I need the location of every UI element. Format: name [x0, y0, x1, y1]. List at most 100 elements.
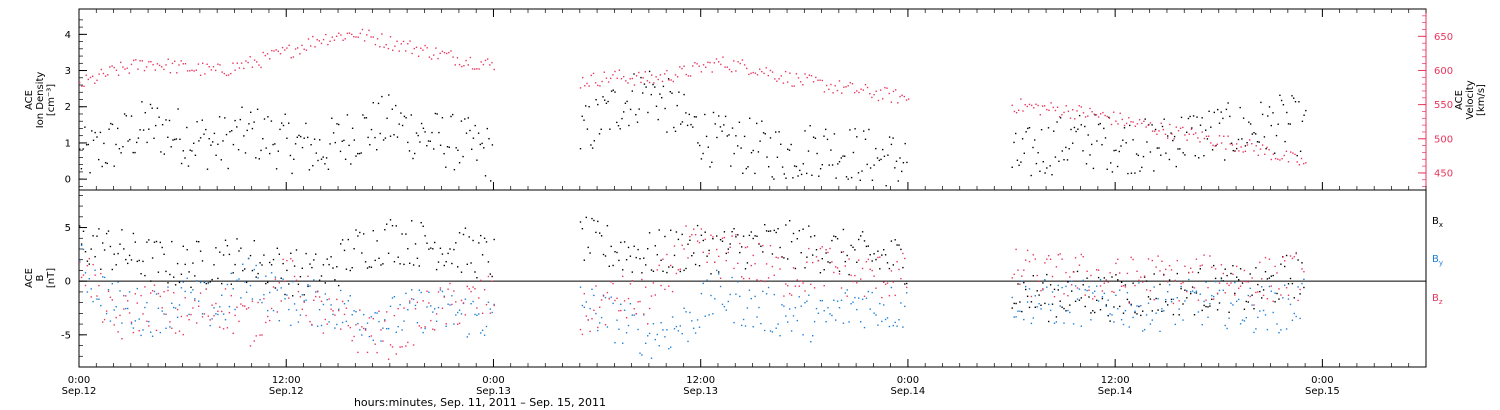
data-point: [897, 180, 899, 182]
data-point: [273, 50, 275, 52]
data-point: [136, 260, 138, 263]
data-point: [139, 129, 141, 131]
data-point: [1141, 122, 1143, 125]
data-point: [248, 123, 250, 125]
data-point: [1103, 282, 1105, 284]
data-point: [599, 85, 601, 87]
data-point: [884, 87, 886, 89]
data-point: [493, 303, 495, 306]
data-point: [779, 246, 781, 249]
data-point: [230, 283, 232, 285]
data-point: [906, 282, 908, 285]
data-point: [894, 167, 896, 169]
data-point: [249, 345, 252, 347]
data-point: [367, 136, 369, 139]
data-point: [253, 121, 255, 123]
data-point: [1208, 110, 1210, 112]
data-point: [174, 138, 176, 141]
data-point: [1071, 284, 1073, 286]
data-point: [725, 252, 727, 255]
data-point: [199, 250, 202, 252]
data-point: [447, 288, 449, 290]
data-point: [209, 281, 211, 283]
data-point: [363, 40, 366, 42]
data-point: [1214, 268, 1217, 270]
data-point: [650, 269, 653, 271]
data-point: [898, 268, 900, 271]
data-point: [771, 331, 774, 333]
data-point: [1180, 116, 1183, 119]
data-point: [683, 269, 685, 272]
data-point: [1209, 305, 1211, 307]
data-point: [1170, 298, 1173, 301]
data-point: [424, 326, 426, 328]
data-point: [583, 119, 585, 121]
data-point: [1018, 109, 1020, 111]
data-point: [245, 60, 247, 62]
data-point: [728, 68, 731, 71]
data-point: [1103, 277, 1105, 279]
data-point: [1130, 256, 1132, 259]
data-point: [706, 255, 708, 257]
data-point: [1261, 297, 1263, 299]
data-point: [1050, 102, 1052, 104]
data-point: [711, 161, 713, 163]
data-point: [151, 107, 153, 109]
right-tick-label: 550: [1434, 100, 1453, 111]
data-point: [794, 307, 797, 309]
data-point: [1097, 300, 1100, 302]
data-point: [623, 309, 626, 311]
data-point: [725, 309, 727, 311]
data-point: [389, 344, 392, 346]
data-point: [143, 69, 146, 72]
data-point: [1205, 129, 1207, 131]
data-point: [725, 259, 727, 262]
data-point: [813, 287, 816, 289]
data-point: [1186, 290, 1188, 292]
data-point: [384, 320, 386, 322]
data-point: [1053, 296, 1056, 298]
data-point: [205, 288, 207, 290]
data-point: [1165, 301, 1167, 303]
data-point: [906, 161, 908, 164]
data-point: [1088, 296, 1090, 298]
legend-subscript: x: [1439, 221, 1443, 229]
data-point: [415, 132, 418, 134]
data-point: [1177, 130, 1180, 132]
data-point: [211, 304, 213, 306]
data-point: [146, 320, 148, 322]
data-point: [1096, 140, 1098, 142]
data-point: [766, 156, 768, 158]
data-point: [771, 71, 774, 73]
data-point: [787, 285, 789, 287]
data-point: [689, 311, 691, 314]
data-point: [1071, 290, 1073, 292]
data-point: [328, 263, 330, 266]
data-point: [264, 54, 266, 57]
data-point: [460, 313, 463, 315]
data-point: [1145, 314, 1148, 316]
data-point: [1236, 300, 1238, 302]
data-point: [902, 252, 904, 255]
data-point: [631, 90, 633, 92]
data-point: [620, 303, 622, 305]
data-point: [836, 267, 839, 269]
data-point: [598, 133, 601, 135]
data-point: [595, 285, 597, 287]
legend-letter: B: [1432, 254, 1439, 265]
data-point: [334, 314, 336, 316]
data-point: [286, 259, 288, 262]
data-point: [1178, 308, 1180, 310]
data-point: [804, 302, 806, 304]
data-point: [1188, 133, 1190, 135]
data-point: [590, 144, 592, 146]
data-point: [778, 78, 780, 80]
data-point: [1299, 293, 1301, 295]
data-point: [694, 234, 697, 236]
data-point: [338, 284, 340, 287]
data-point: [656, 333, 658, 336]
data-point: [758, 242, 760, 245]
data-point: [640, 76, 642, 79]
data-point: [205, 128, 207, 131]
data-point: [737, 281, 739, 283]
